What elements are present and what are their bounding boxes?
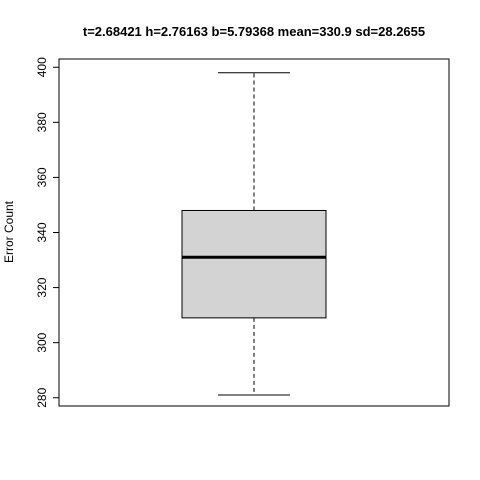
y-tick-label-300: 300 [35,332,49,352]
y-tick-label-360: 360 [35,167,49,187]
iqr-box [181,209,327,319]
box-group [181,72,327,396]
y-axis: 280 300 320 340 360 380 400 [35,57,59,408]
chart-title: t=2.68421 h=2.76163 b=5.79368 mean=330.9… [83,24,425,39]
y-axis-label: Error Count [2,200,16,263]
y-tick-label-280: 280 [35,387,49,407]
y-tick-label-380: 380 [35,112,49,132]
y-tick-label-320: 320 [35,277,49,297]
y-tick-label-340: 340 [35,222,49,242]
y-tick-label-400: 400 [35,57,49,77]
